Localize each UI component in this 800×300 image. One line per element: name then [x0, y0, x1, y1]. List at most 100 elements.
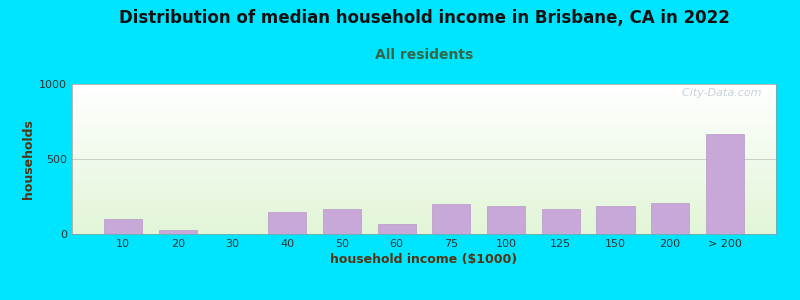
Bar: [72, 122, 776, 123]
Bar: [651, 203, 690, 234]
Bar: [72, 110, 776, 111]
Bar: [72, 222, 776, 224]
Bar: [72, 180, 776, 182]
Bar: [72, 153, 776, 154]
Bar: [72, 118, 776, 120]
Bar: [72, 186, 776, 188]
Bar: [72, 176, 776, 177]
Bar: [72, 202, 776, 204]
Bar: [72, 188, 776, 189]
Bar: [72, 226, 776, 228]
Bar: [72, 220, 776, 222]
Bar: [72, 112, 776, 114]
Bar: [72, 92, 776, 93]
Bar: [72, 114, 776, 116]
Bar: [72, 106, 776, 108]
Bar: [72, 146, 776, 147]
Bar: [72, 218, 776, 219]
Bar: [72, 128, 776, 129]
Bar: [72, 152, 776, 153]
Text: All residents: All residents: [375, 48, 473, 62]
Bar: [596, 206, 634, 234]
Bar: [72, 172, 776, 174]
Bar: [706, 134, 744, 234]
Bar: [72, 196, 776, 198]
Bar: [72, 164, 776, 165]
Bar: [72, 135, 776, 136]
Bar: [268, 212, 306, 234]
Text: Distribution of median household income in Brisbane, CA in 2022: Distribution of median household income …: [118, 9, 730, 27]
Bar: [72, 130, 776, 132]
Bar: [72, 117, 776, 118]
Bar: [72, 94, 776, 96]
Bar: [158, 230, 197, 234]
Bar: [72, 225, 776, 226]
Bar: [72, 138, 776, 140]
Bar: [72, 194, 776, 195]
Bar: [72, 214, 776, 216]
Bar: [72, 84, 776, 86]
Bar: [72, 140, 776, 141]
Bar: [432, 204, 470, 234]
Bar: [72, 88, 776, 90]
Bar: [72, 232, 776, 234]
Bar: [72, 126, 776, 128]
Y-axis label: households: households: [22, 119, 35, 199]
Bar: [72, 212, 776, 213]
Bar: [72, 100, 776, 102]
Bar: [72, 120, 776, 122]
Bar: [72, 134, 776, 135]
Bar: [72, 231, 776, 232]
Bar: [72, 103, 776, 105]
Bar: [72, 177, 776, 178]
Bar: [72, 144, 776, 146]
Bar: [72, 219, 776, 220]
Bar: [72, 195, 776, 196]
Bar: [72, 148, 776, 150]
Bar: [72, 206, 776, 207]
Bar: [72, 85, 776, 87]
Bar: [378, 224, 416, 234]
Bar: [72, 208, 776, 210]
Bar: [72, 87, 776, 88]
Bar: [72, 171, 776, 172]
Bar: [72, 168, 776, 170]
Bar: [72, 93, 776, 94]
Bar: [542, 208, 580, 234]
Bar: [72, 132, 776, 134]
Bar: [72, 96, 776, 98]
Bar: [72, 200, 776, 201]
Bar: [72, 207, 776, 208]
Bar: [72, 123, 776, 124]
Bar: [72, 228, 776, 230]
Bar: [72, 99, 776, 100]
Bar: [72, 160, 776, 162]
Bar: [72, 192, 776, 194]
Bar: [72, 158, 776, 159]
Bar: [72, 154, 776, 156]
Bar: [72, 189, 776, 190]
Bar: [487, 206, 525, 234]
Bar: [72, 184, 776, 186]
Bar: [72, 159, 776, 160]
Bar: [72, 98, 776, 99]
Bar: [72, 124, 776, 126]
Bar: [72, 198, 776, 200]
Bar: [72, 129, 776, 130]
Bar: [72, 102, 776, 104]
Bar: [72, 165, 776, 166]
Bar: [72, 162, 776, 164]
Bar: [72, 178, 776, 180]
Bar: [72, 204, 776, 206]
Bar: [72, 224, 776, 225]
Bar: [72, 201, 776, 202]
Text: City-Data.com: City-Data.com: [675, 88, 762, 98]
Bar: [72, 150, 776, 152]
Bar: [72, 105, 776, 106]
Bar: [72, 136, 776, 138]
Bar: [72, 210, 776, 212]
Bar: [72, 213, 776, 214]
Bar: [72, 142, 776, 144]
Bar: [72, 183, 776, 184]
Bar: [104, 219, 142, 234]
